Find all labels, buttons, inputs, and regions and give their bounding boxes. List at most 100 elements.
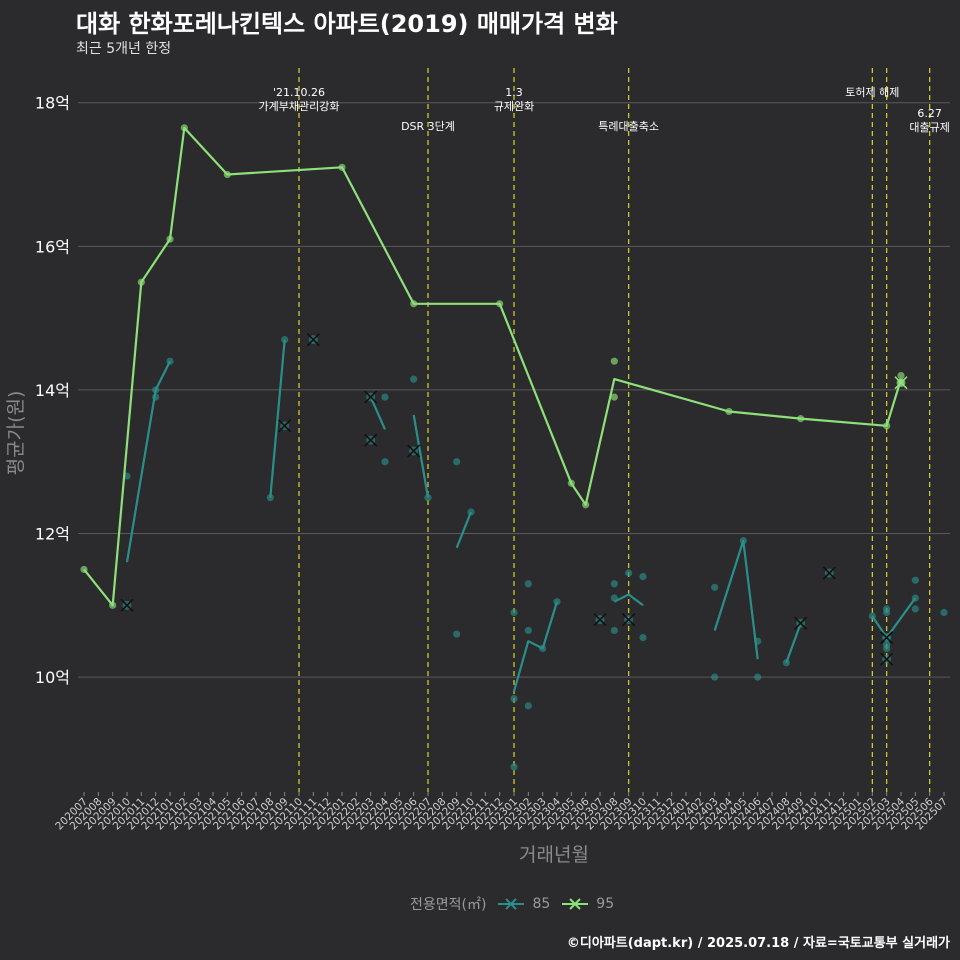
y-tick-label: 10억 — [35, 668, 70, 687]
series-85-point — [453, 630, 461, 638]
series-95-point — [582, 501, 590, 509]
series-85-x-marker — [880, 652, 894, 666]
event-label-line: '21.10.26 — [273, 86, 325, 99]
x-marker-stroke — [306, 333, 320, 347]
series-85-line — [455, 511, 473, 549]
series-95-point — [166, 235, 174, 243]
series-85-x-marker — [593, 613, 607, 627]
series-85-point — [152, 393, 160, 401]
series-95-point — [137, 278, 145, 286]
series-85-x-marker — [120, 598, 134, 612]
series-85-point — [266, 494, 274, 502]
series-95-point — [410, 300, 418, 308]
event-label-line: 대출규제 — [909, 121, 949, 134]
series-85-x-marker — [278, 419, 292, 433]
series-85-x-marker — [364, 433, 378, 447]
series-85-point — [610, 594, 618, 602]
series-85-point — [166, 357, 174, 365]
chart-title: 대화 한화포레나킨텍스 아파트(2019) 매매가격 변화 — [76, 10, 618, 38]
source-footer: ©디아파트(dapt.kr) / 2025.07.18 / 자료=국토교통부 실… — [566, 936, 950, 951]
x-marker-stroke — [622, 613, 636, 627]
event-label-line: 특례대출축소 — [598, 120, 659, 133]
event-label-line: 6.27 — [917, 107, 942, 120]
event-label: '21.10.26 가계부채관리강화 — [259, 86, 340, 113]
x-marker-stroke — [120, 598, 134, 612]
series-85-line — [125, 475, 143, 563]
series-85-point — [868, 612, 876, 620]
series-85-point — [510, 763, 518, 771]
x-marker-stroke — [364, 390, 378, 404]
legend-label-95: 95 — [596, 896, 615, 912]
series-85-x-marker — [880, 631, 894, 645]
legend-title: 전용면적(㎡) — [410, 897, 487, 913]
series-85-x-marker — [622, 613, 636, 627]
series-85-point — [940, 608, 948, 617]
event-label-line: 가계부채관리강화 — [259, 100, 340, 113]
series-85-point — [453, 458, 461, 466]
series-85-point — [639, 573, 647, 581]
series-85-point — [639, 634, 647, 642]
series-85-point — [739, 537, 747, 545]
series-95-x-marker — [894, 376, 908, 390]
series-95-point — [80, 565, 88, 574]
x-marker-stroke — [278, 419, 292, 433]
series-85-point — [152, 386, 160, 394]
series-95-point — [180, 124, 188, 132]
series-95-point — [496, 300, 504, 308]
series-95-point — [797, 415, 805, 423]
series-85-point — [281, 336, 289, 344]
series-95-point — [725, 407, 733, 416]
x-marker-stroke — [822, 566, 836, 580]
y-axis-title: 평균가(원) — [5, 391, 27, 476]
series-95-point — [610, 357, 618, 365]
series-95-line — [83, 126, 903, 607]
y-tick-label: 14억 — [35, 381, 70, 400]
series-85-point — [711, 583, 719, 591]
series-85-x-marker — [794, 616, 808, 630]
series-85-x-marker — [306, 333, 320, 347]
series-85-point — [381, 458, 389, 466]
series-85-point — [610, 626, 618, 635]
event-label-line: 토허제 해제 — [845, 85, 899, 99]
series-85-point — [539, 644, 547, 653]
series-85-point — [524, 580, 532, 588]
series-85-line — [412, 414, 430, 498]
series-85-point — [911, 605, 919, 613]
series-85-point — [510, 695, 518, 703]
series-95-point — [338, 163, 346, 171]
series-85-point — [754, 673, 762, 681]
x-marker-stroke — [894, 376, 908, 390]
x-axis-title: 거래년월 — [519, 844, 589, 866]
series-85-point — [782, 659, 790, 667]
series-95-point — [567, 479, 575, 487]
event-label-line: DSR 3단계 — [401, 120, 455, 133]
series-95-point — [610, 393, 618, 401]
x-marker-stroke — [407, 444, 421, 458]
series-85-point — [754, 637, 762, 645]
series-85-point — [410, 375, 418, 383]
series-85-point — [424, 494, 432, 502]
series-85-x-marker — [364, 390, 378, 404]
series-85-point — [510, 608, 518, 617]
y-tick-label: 12억 — [35, 525, 70, 544]
series-85-line — [613, 593, 644, 607]
series-85-line — [785, 622, 802, 664]
series-95-point — [897, 371, 905, 380]
event-label-line: 규제완화 — [494, 100, 534, 113]
event-label-line: 1.3 — [505, 86, 523, 99]
series-85-point — [883, 608, 891, 617]
x-marker-stroke — [794, 616, 808, 630]
series-85-line — [871, 597, 917, 639]
x-marker-stroke — [593, 613, 607, 627]
series-85-point — [883, 644, 891, 653]
series-85-point — [911, 594, 919, 602]
chart-subtitle: 최근 5개년 한정 — [76, 41, 172, 57]
series-85-point — [610, 580, 618, 588]
y-tick-label: 16억 — [35, 237, 70, 256]
series-85-x-marker — [407, 444, 421, 458]
series-85-line — [269, 339, 286, 498]
event-label: 1.3 규제완화 — [494, 86, 534, 113]
series-95-point — [883, 422, 891, 430]
series-85-point — [553, 598, 561, 606]
